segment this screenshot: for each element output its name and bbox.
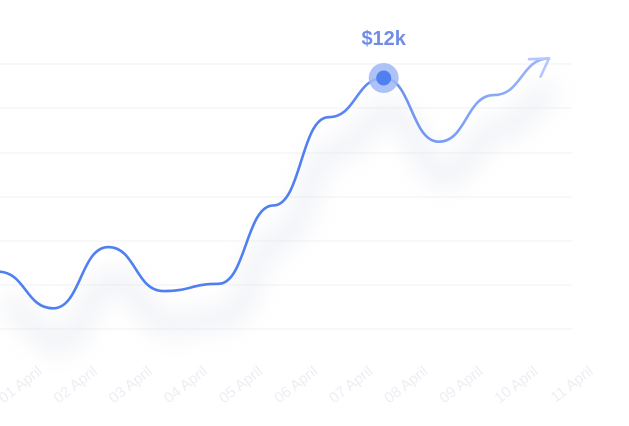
x-tick-label: 10 April	[491, 363, 541, 407]
x-tick-label: 01 April	[0, 363, 45, 407]
x-tick-label: 09 April	[436, 363, 486, 407]
x-tick-label: 07 April	[326, 363, 376, 407]
line-shadow-path	[2, 81, 557, 354]
x-tick-label: 02 April	[51, 363, 101, 407]
x-tick-label: 08 April	[381, 363, 431, 407]
series-lines	[0, 57, 551, 310]
markers: $12k	[361, 28, 407, 93]
x-tick-label: 04 April	[161, 363, 211, 407]
x-tick-label: 06 April	[271, 363, 321, 407]
series-line	[0, 57, 551, 310]
x-tick-label: 03 April	[106, 363, 156, 407]
highlight-value-label: $12k	[361, 28, 406, 50]
x-tick-label: 11 April	[547, 363, 596, 407]
trend-arrow-head	[527, 57, 551, 78]
highlight-marker	[376, 70, 392, 86]
line-shadow	[2, 81, 557, 354]
x-axis-ticks: 01 April 02 April 03 April 04 April 05 April…	[0, 363, 596, 407]
x-tick-label: 05 April	[216, 363, 266, 407]
